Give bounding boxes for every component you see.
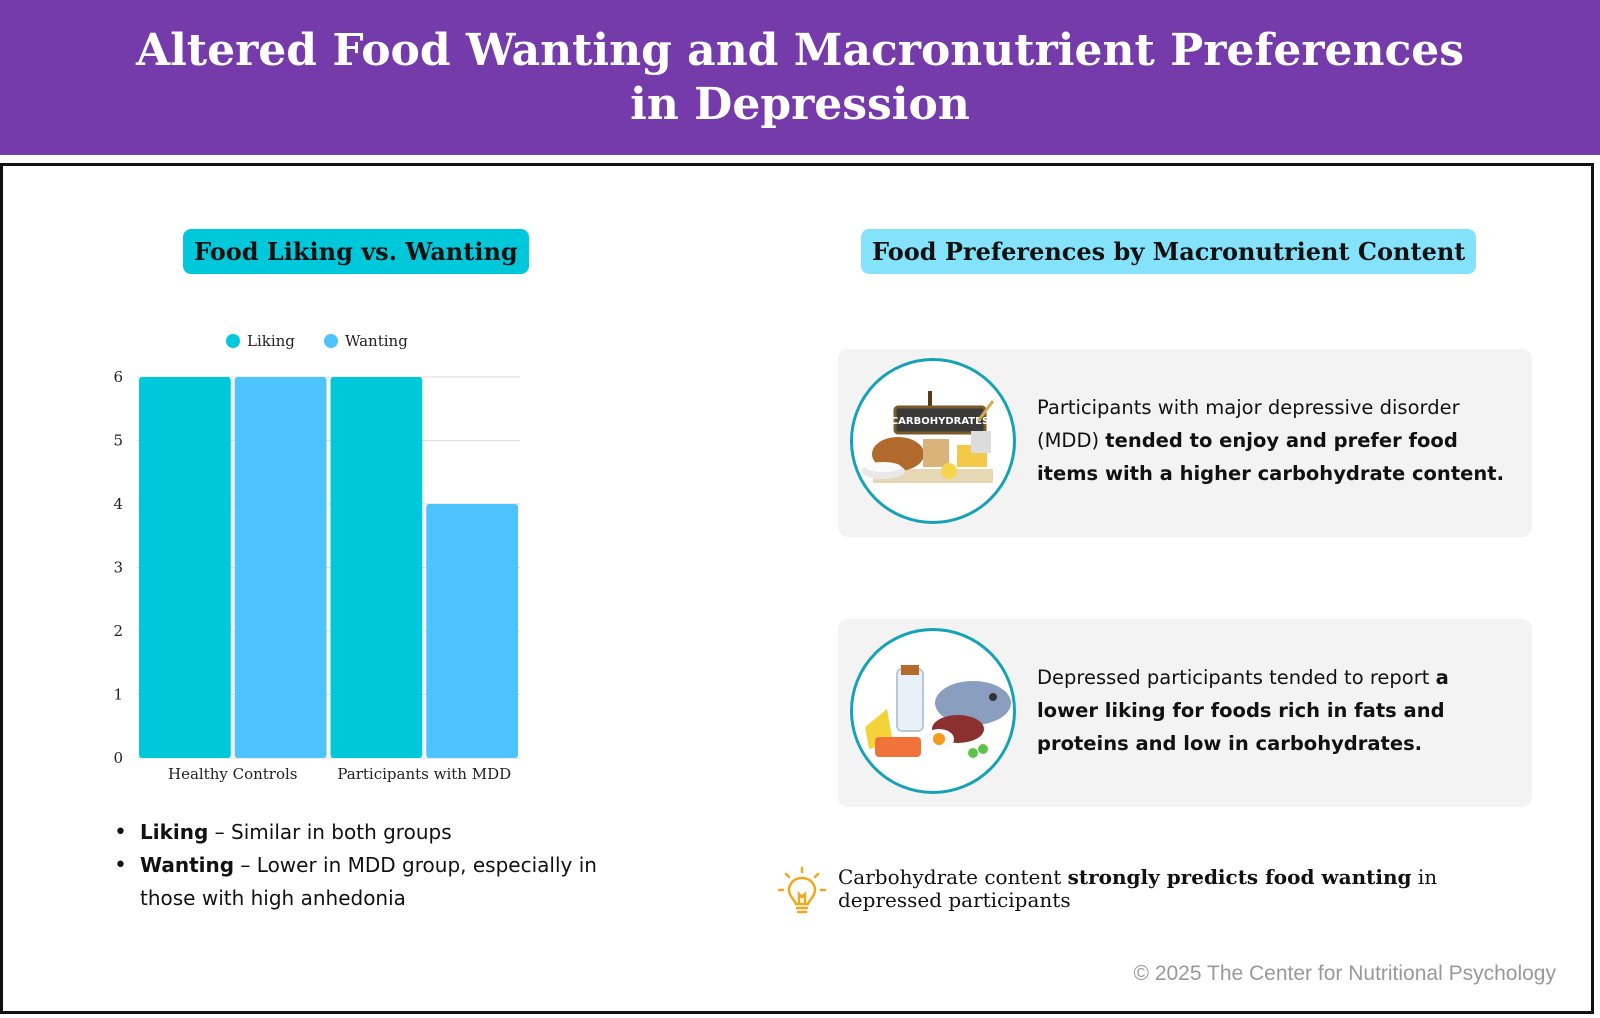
legend-marker-wanting: [324, 334, 338, 348]
insight-text-after: in depressed participants: [838, 865, 1438, 912]
fat-protein-food-image: [850, 628, 1016, 794]
bar-liking-0: [139, 377, 231, 758]
fat-protein-card-text: Depressed participants tended to report …: [1037, 661, 1507, 760]
bar-wanting-1: [426, 504, 518, 758]
y-tick-label: 4: [113, 495, 123, 513]
header-banner: Altered Food Wanting and Macronutrient P…: [0, 0, 1600, 155]
page-title-line-1: Altered Food Wanting and Macronutrient P…: [135, 24, 1465, 76]
x-tick-label: Healthy Controls: [168, 765, 298, 783]
card-text-plain: Depressed participants tended to report: [1037, 666, 1436, 689]
legend-label-liking: Liking: [247, 332, 295, 350]
bullet-text: – Lower in MDD group, especially in thos…: [140, 853, 597, 910]
card-text-plain: Participants with major depressive disor…: [1037, 396, 1460, 452]
preferences-heading: Food Preferences by Macronutrient Conten…: [861, 229, 1477, 274]
carbohydrate-food-image: CARBOHYDRATES: [850, 358, 1016, 524]
insight-text-bold: strongly predicts food wanting: [1067, 865, 1412, 889]
chart-heading: Food Liking vs. Wanting: [183, 229, 529, 274]
y-tick-label: 5: [113, 432, 123, 450]
carbohydrates-sign: CARBOHYDRATES: [891, 416, 989, 427]
bullet-term: Liking: [140, 820, 209, 844]
bar-wanting-0: [234, 377, 327, 758]
x-tick-label: Participants with MDD: [337, 765, 511, 783]
insight-text-before: Carbohydrate content: [838, 865, 1068, 889]
legend-marker-liking: [226, 334, 240, 348]
y-tick-label: 6: [113, 368, 123, 386]
carbohydrate-card: CARBOHYDRATES Participants with major de…: [838, 349, 1532, 537]
content-frame: [0, 163, 1594, 1014]
y-tick-label: 0: [113, 749, 123, 767]
fat-protein-card: Depressed participants tended to report …: [838, 619, 1532, 807]
y-tick-label: 3: [113, 559, 123, 577]
bullet-term: Wanting: [140, 853, 235, 877]
bullet-item-wanting: Wanting – Lower in MDD group, especially…: [112, 849, 632, 915]
card-text-bold: tended to enjoy and prefer food items wi…: [1037, 429, 1504, 485]
card-text-bold: a lower liking for foods rich in fats an…: [1037, 666, 1449, 755]
y-tick-label: 1: [113, 686, 123, 704]
y-tick-label: 2: [113, 622, 123, 640]
key-insight-text: Carbohydrate content strongly predicts f…: [838, 866, 1538, 912]
bar-liking-1: [330, 377, 423, 758]
bullet-item-liking: Liking – Similar in both groups: [112, 816, 632, 849]
bullet-list: Liking – Similar in both groups Wanting …: [112, 816, 632, 915]
legend-label-wanting: Wanting: [345, 332, 408, 350]
carbohydrate-card-text: Participants with major depressive disor…: [1037, 391, 1507, 490]
lightbulb-icon: [778, 866, 826, 914]
page-title-line-2: in Depression: [630, 78, 970, 130]
bullet-text: – Similar in both groups: [208, 820, 452, 844]
copyright-footer: © 2025 The Center for Nutritional Psycho…: [1133, 962, 1556, 985]
liking-wanting-bar-chart: 0 1 2 3 4 5 6 Healthy Controls Participants with…: [113, 332, 520, 783]
